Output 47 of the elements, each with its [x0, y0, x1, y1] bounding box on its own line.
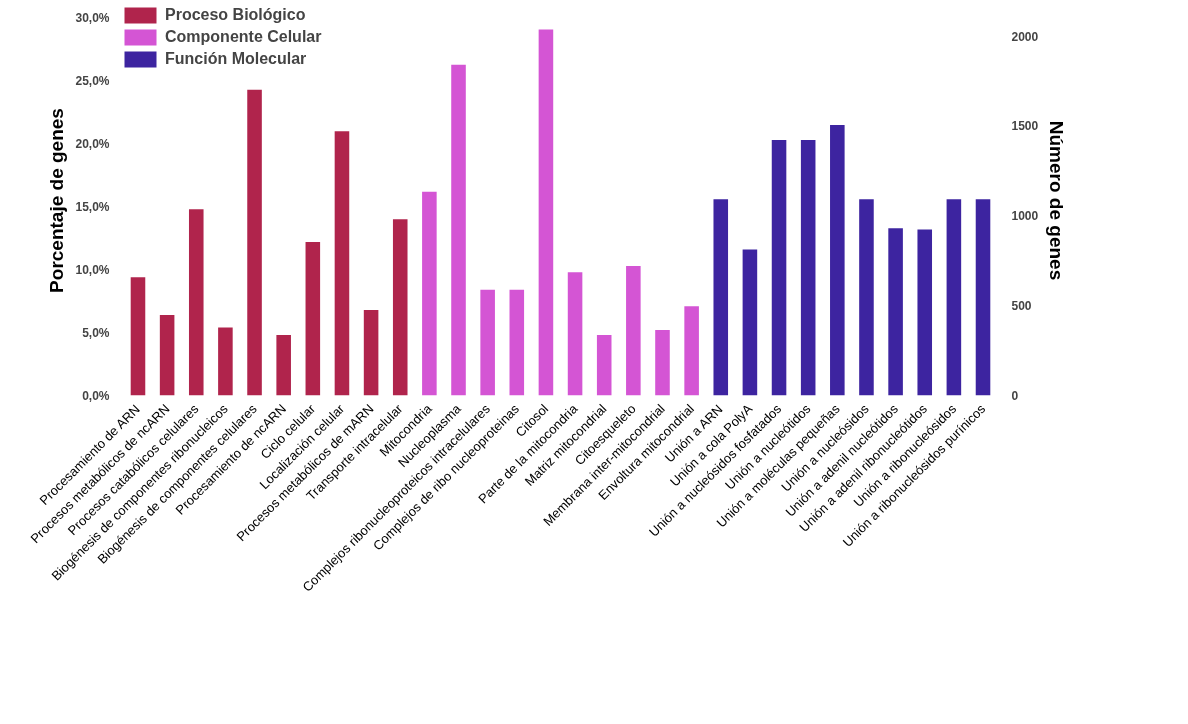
bar [975, 199, 991, 396]
y-tick-label: 0,0% [82, 388, 110, 403]
y-axis-title: Porcentaje de genes [46, 108, 68, 293]
y2-tick-label: 1000 [1011, 209, 1039, 224]
bar [771, 140, 787, 396]
y-tick-label: 10,0% [75, 262, 110, 277]
bar [159, 314, 175, 396]
bar [509, 289, 525, 396]
bar [188, 209, 204, 396]
legend-label: Componente Celular [165, 27, 322, 47]
bar [392, 219, 408, 396]
y-tick-label: 15,0% [75, 199, 110, 214]
bar [480, 289, 495, 396]
y2-tick-label: 500 [1011, 299, 1032, 314]
bar [917, 229, 933, 396]
bar [888, 228, 903, 396]
bar [334, 131, 350, 396]
bar [567, 272, 583, 396]
bar [684, 306, 699, 396]
bar [276, 335, 291, 396]
y2-axis-title: Número de genes [1046, 120, 1068, 281]
bar [247, 89, 262, 396]
bar [363, 309, 379, 396]
y2-tick-label: 0 [1011, 389, 1019, 403]
bar [713, 199, 729, 396]
bar [422, 191, 437, 396]
y-tick-label: 20,0% [75, 136, 110, 151]
y2-tick-label: 2000 [1011, 29, 1039, 44]
y-tick-label: 25,0% [75, 73, 110, 88]
legend-label: Función Molecular [165, 49, 307, 69]
bar [626, 265, 641, 396]
bar [218, 327, 233, 396]
bar [130, 277, 146, 396]
bar [538, 29, 554, 396]
bar [800, 140, 816, 396]
y-tick-label: 5,0% [82, 325, 110, 340]
bar [596, 335, 612, 396]
legend-label: Proceso Biológico [165, 5, 306, 25]
bar [742, 249, 758, 396]
bar [655, 330, 670, 396]
y-tick-label: 30,0% [75, 11, 110, 26]
bar [946, 199, 962, 396]
bar [830, 125, 845, 396]
bar [451, 64, 466, 396]
bar [305, 242, 321, 396]
bar [859, 199, 874, 396]
y2-tick-label: 1500 [1011, 119, 1039, 134]
